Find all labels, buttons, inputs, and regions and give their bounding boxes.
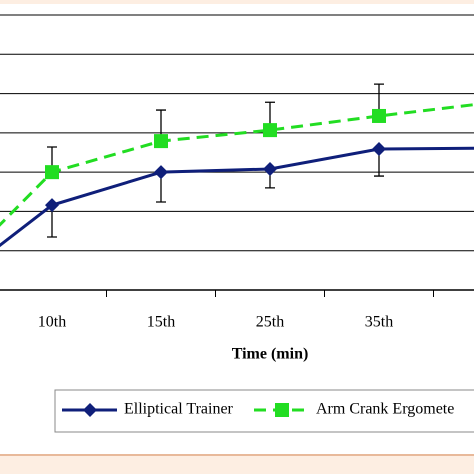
- plot-background: [0, 4, 474, 454]
- data-point: [372, 141, 386, 156]
- legend-label: Arm Crank Ergomete: [316, 401, 454, 418]
- x-tick-label: 10th: [38, 314, 66, 331]
- data-point: [263, 162, 277, 176]
- x-tick-label: 15th: [147, 314, 175, 331]
- data-point: [45, 165, 59, 180]
- grid: 10th15th25th35th45: [0, 14, 474, 331]
- data-point: [154, 134, 168, 149]
- legend: Elliptical Trainer Arm Crank Ergomete: [62, 401, 454, 418]
- x-axis-title: Time (min): [232, 346, 309, 363]
- data-point: [263, 123, 277, 138]
- legend-label: Elliptical Trainer: [124, 401, 234, 418]
- data-point: [45, 198, 59, 213]
- series-line: [0, 146, 474, 248]
- legend-marker: [275, 403, 289, 417]
- legend-marker: [83, 403, 97, 417]
- data-point: [154, 165, 168, 180]
- series-line: [0, 103, 474, 227]
- plot: [0, 83, 474, 248]
- x-tick-label: 35th: [365, 314, 393, 331]
- x-tick-label: 25th: [256, 314, 284, 331]
- data-point: [372, 108, 386, 123]
